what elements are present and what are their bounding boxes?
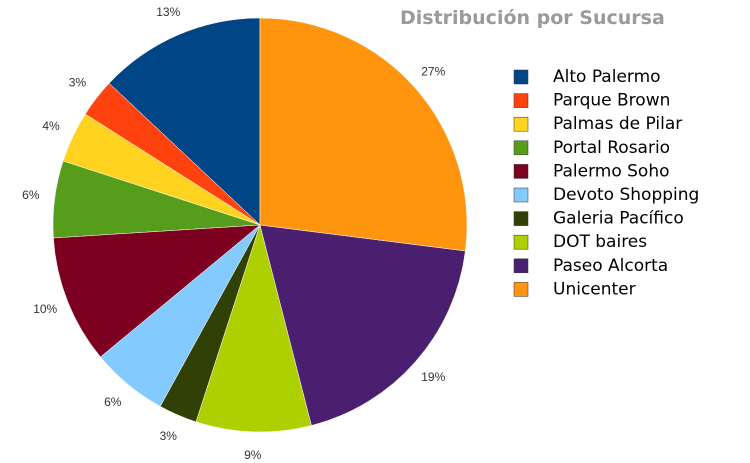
legend-swatch bbox=[513, 140, 529, 156]
pie-slice bbox=[108, 17, 261, 226]
data-label: 10% bbox=[33, 302, 57, 316]
pie-slice bbox=[195, 224, 312, 433]
data-label: 6% bbox=[104, 395, 122, 409]
data-label: 3% bbox=[69, 76, 87, 90]
legend-swatch bbox=[513, 258, 529, 274]
legend-swatch bbox=[513, 234, 529, 250]
legend-label: Alto Palermo bbox=[553, 67, 661, 87]
legend-label: DOT baires bbox=[553, 232, 647, 252]
legend-swatch bbox=[513, 164, 529, 179]
legend-swatch bbox=[513, 93, 529, 108]
data-label: 3% bbox=[160, 429, 178, 443]
legend-swatch bbox=[513, 69, 529, 85]
data-label: 19% bbox=[421, 370, 445, 384]
legend-label: Devoto Shopping bbox=[553, 185, 699, 205]
data-label: 6% bbox=[22, 188, 40, 202]
data-label: 4% bbox=[42, 119, 60, 133]
legend-label: Portal Rosario bbox=[553, 138, 670, 158]
pie-slice bbox=[259, 224, 466, 426]
legend-label: Palmas de Pilar bbox=[553, 114, 682, 134]
data-label: 27% bbox=[421, 64, 445, 78]
legend-swatch bbox=[513, 211, 529, 226]
data-label: 9% bbox=[244, 448, 262, 462]
pie-slice bbox=[53, 224, 261, 358]
legend-label: Galeria Pacífico bbox=[553, 209, 684, 229]
pie-slice bbox=[259, 17, 468, 252]
legend-swatch bbox=[513, 187, 529, 203]
legend-label: Paseo Alcorta bbox=[553, 256, 668, 276]
chart-title: Distribución por Sucursa bbox=[400, 7, 665, 29]
legend-label: Palermo Soho bbox=[553, 161, 670, 181]
legend-label: Parque Brown bbox=[553, 91, 670, 111]
legend-swatch bbox=[513, 116, 529, 132]
legend-swatch bbox=[513, 282, 529, 297]
legend-label: Unicenter bbox=[553, 279, 636, 299]
data-label: 13% bbox=[156, 5, 180, 19]
